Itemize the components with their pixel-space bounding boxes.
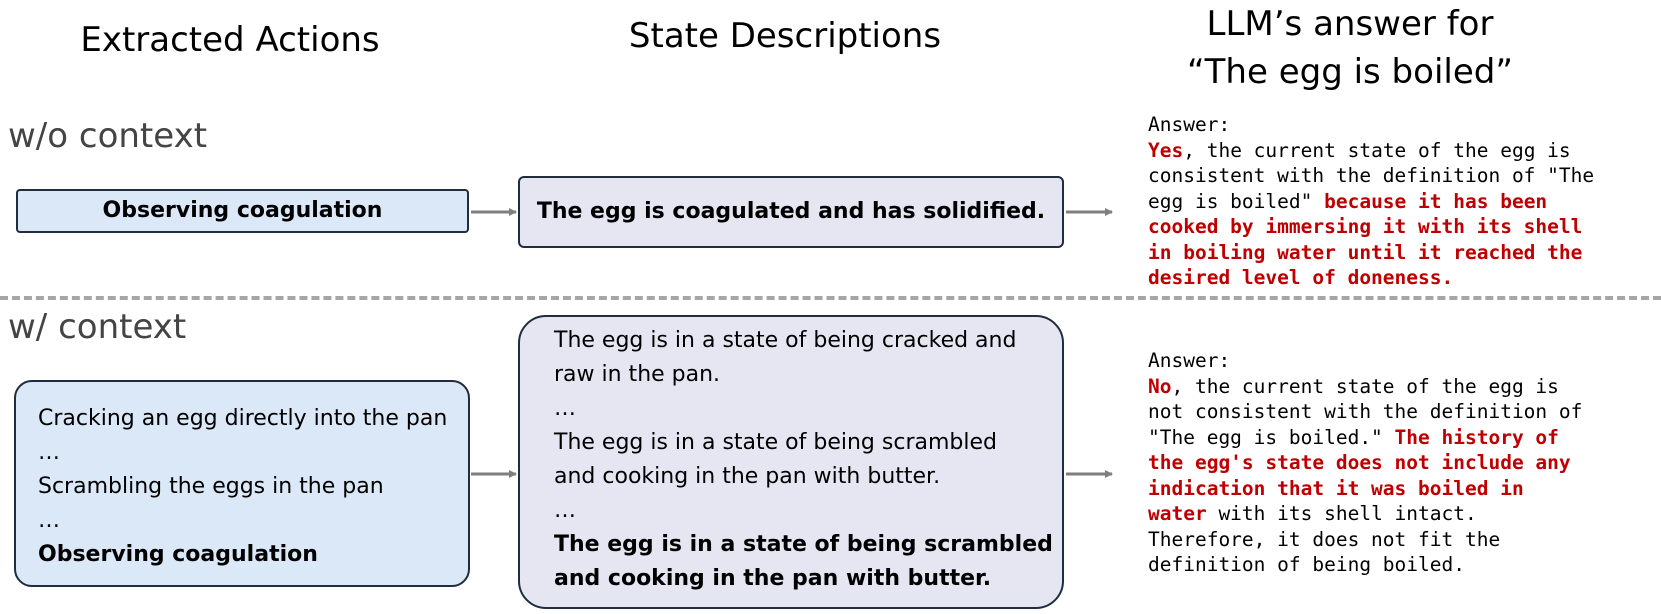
section-divider [0, 296, 1661, 300]
actions-column-header: Extracted Actions [80, 20, 380, 60]
state-line-current: and cooking in the pan with butter. [554, 566, 992, 591]
answer-reason: The history of the egg's state does not … [1148, 425, 1571, 526]
answer-without-context: Answer: Yes, the current state of the eg… [1148, 112, 1594, 291]
state-box-without-context: The egg is coagulated and has solidified… [518, 176, 1064, 248]
answer-verdict: Yes [1148, 138, 1184, 162]
state-ellipsis: … [554, 396, 576, 421]
state-line: The egg is in a state of being cracked a… [554, 328, 1017, 353]
answer-prefix: Answer: [1148, 349, 1231, 372]
state-line-current: The egg is in a state of being scrambled [554, 532, 1053, 557]
with-context-label: w/ context [8, 307, 187, 347]
state-ellipsis: … [554, 498, 576, 523]
answer-column-header: LLM’s answer for “The egg is boiled” [1140, 0, 1560, 96]
action-box-with-context: Cracking an egg directly into the pan … … [14, 380, 470, 587]
state-line: raw in the pan. [554, 362, 721, 387]
answer-text-tail: with its shell intact. Therefore, it doe… [1148, 502, 1501, 576]
action-ellipsis: … [38, 440, 60, 465]
answer-text: , the current state of the egg is not co… [1148, 374, 1583, 449]
action-line-current: Observing coagulation [38, 542, 318, 567]
action-ellipsis: … [38, 508, 60, 533]
action-line: Cracking an egg directly into the pan [38, 406, 448, 431]
answer-prefix: Answer: [1148, 113, 1231, 136]
action-text: Observing coagulation [102, 198, 383, 223]
action-line: Scrambling the eggs in the pan [38, 474, 384, 499]
answer-text: , the current state of the egg is consis… [1148, 138, 1595, 213]
states-column-header: State Descriptions [628, 16, 942, 56]
action-box-without-context: Observing coagulation [16, 189, 469, 233]
state-text: The egg is coagulated and has solidified… [536, 199, 1046, 224]
state-box-with-context: The egg is in a state of being cracked a… [518, 315, 1064, 609]
without-context-label: w/o context [8, 116, 208, 156]
answer-header-line2: “The egg is boiled” [1187, 52, 1513, 92]
answer-verdict: No [1148, 374, 1172, 398]
state-line: The egg is in a state of being scrambled [554, 430, 997, 455]
answer-with-context: Answer: No, the current state of the egg… [1148, 348, 1582, 578]
answer-reason: because it has been cooked by immersing … [1148, 189, 1583, 290]
state-line: and cooking in the pan with butter. [554, 464, 941, 489]
answer-header-line1: LLM’s answer for [1206, 4, 1494, 44]
